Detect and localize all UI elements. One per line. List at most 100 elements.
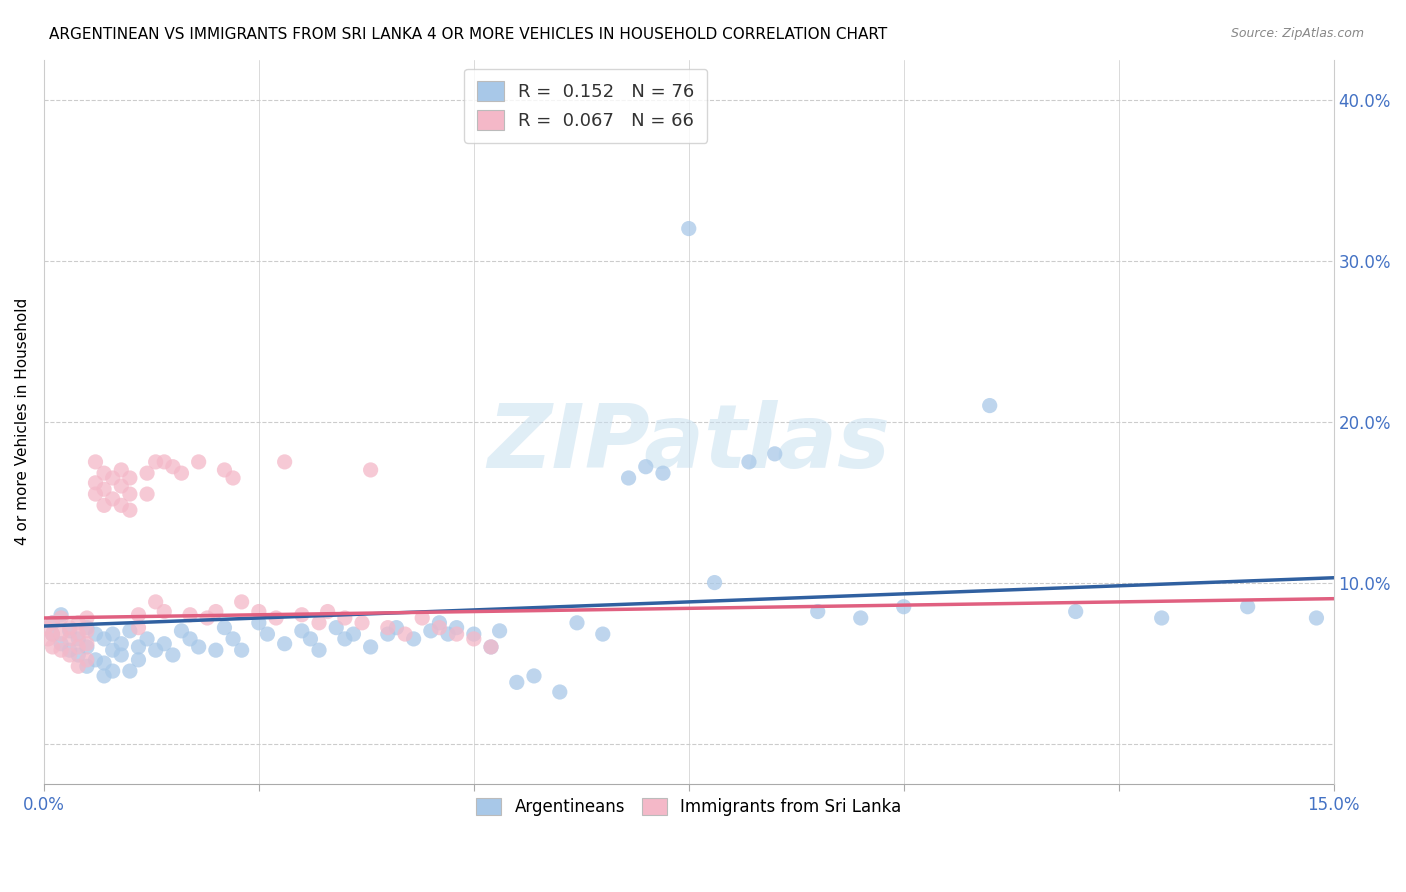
Point (170, 624, 193, 638)
Point (592, 627, 614, 641)
Point (162, 459, 184, 474)
Point (273, 455, 295, 469)
Point (93, 632, 115, 646)
Point (763, 447, 786, 461)
Point (506, 675, 529, 690)
Point (41, 615, 63, 630)
Point (377, 621, 399, 635)
Point (1150, 611, 1173, 625)
Point (93, 656, 115, 670)
Point (308, 615, 330, 630)
Point (738, 455, 761, 469)
Point (429, 621, 451, 635)
Point (291, 607, 314, 622)
Point (342, 627, 364, 641)
Point (49, 643, 72, 657)
Point (59, 632, 82, 646)
Point (127, 621, 149, 635)
Point (101, 471, 124, 485)
Point (979, 399, 1001, 413)
Point (136, 466, 159, 480)
Point (145, 455, 167, 469)
Point (325, 621, 347, 635)
Point (214, 621, 236, 635)
Point (37, 632, 59, 646)
Point (67, 632, 90, 646)
Point (84, 487, 107, 501)
Point (273, 637, 295, 651)
Point (479, 640, 502, 654)
Point (187, 455, 209, 469)
Point (437, 627, 460, 641)
Point (76, 640, 98, 654)
Point (291, 624, 314, 638)
Point (76, 624, 98, 638)
Point (145, 595, 167, 609)
Point (1305, 611, 1327, 625)
Point (67, 659, 90, 673)
Point (247, 615, 270, 630)
Point (360, 463, 382, 477)
Point (463, 627, 485, 641)
Point (893, 599, 915, 614)
Point (548, 685, 571, 699)
Legend: Argentineans, Immigrants from Sri Lanka: Argentineans, Immigrants from Sri Lanka (467, 788, 911, 826)
Point (67, 627, 90, 641)
Point (93, 499, 115, 513)
Point (488, 624, 510, 638)
Point (41, 627, 63, 641)
Point (93, 482, 115, 496)
Point (76, 637, 98, 651)
Point (316, 605, 339, 619)
Point (333, 611, 356, 625)
Point (205, 643, 228, 657)
Point (59, 643, 82, 657)
Point (76, 653, 98, 667)
Point (350, 615, 373, 630)
Point (231, 643, 253, 657)
Point (41, 615, 63, 630)
Point (377, 627, 399, 641)
Point (101, 627, 124, 641)
Point (264, 611, 287, 625)
Point (446, 621, 468, 635)
Point (76, 621, 98, 635)
Text: ARGENTINEAN VS IMMIGRANTS FROM SRI LANKA 4 OR MORE VEHICLES IN HOUSEHOLD CORRELA: ARGENTINEAN VS IMMIGRANTS FROM SRI LANKA… (49, 27, 887, 42)
Point (110, 637, 132, 651)
Point (463, 632, 485, 646)
Point (127, 640, 149, 654)
Point (1064, 605, 1087, 619)
Point (41, 627, 63, 641)
Point (187, 640, 209, 654)
Point (222, 632, 245, 646)
Point (214, 463, 236, 477)
Point (231, 595, 253, 609)
Point (565, 615, 588, 630)
Point (93, 669, 115, 683)
Point (101, 643, 124, 657)
Point (110, 463, 132, 477)
Point (360, 640, 382, 654)
Point (394, 627, 416, 641)
Point (419, 624, 441, 638)
Point (84, 475, 107, 490)
Point (153, 605, 176, 619)
Point (136, 632, 159, 646)
Point (41, 640, 63, 654)
Point (49, 627, 72, 641)
Point (333, 632, 356, 646)
Point (247, 605, 270, 619)
Point (634, 459, 657, 474)
Point (703, 575, 725, 590)
Point (67, 648, 90, 662)
Point (617, 471, 640, 485)
Point (299, 632, 322, 646)
Point (807, 605, 830, 619)
Point (308, 643, 330, 657)
Point (385, 621, 408, 635)
Point (67, 615, 90, 630)
Point (411, 611, 433, 625)
Point (153, 637, 176, 651)
Point (195, 611, 218, 625)
Point (127, 653, 149, 667)
